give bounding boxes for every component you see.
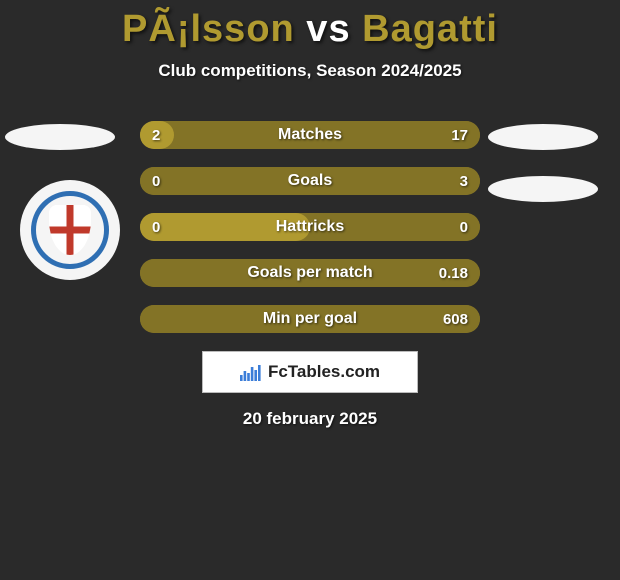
- comparison-card: PÃ¡lsson vs Bagatti Club competitions, S…: [0, 0, 620, 580]
- stat-value-left: 0: [152, 173, 160, 190]
- stat-label: Goals per match: [247, 264, 372, 282]
- stat-row: 2 Matches 17: [0, 121, 620, 149]
- stat-value-right: 17: [451, 127, 468, 144]
- subtitle: Club competitions, Season 2024/2025: [0, 61, 620, 81]
- stat-bar: Goals per match 0.18: [140, 259, 480, 287]
- stat-bar: 2 Matches 17: [140, 121, 480, 149]
- page-title: PÃ¡lsson vs Bagatti: [0, 0, 620, 51]
- stat-row: 0 Goals 3: [0, 167, 620, 195]
- stat-row: Min per goal 608: [0, 305, 620, 333]
- stat-value-right: 608: [443, 311, 468, 328]
- stat-label: Matches: [278, 126, 342, 144]
- card-date: 20 february 2025: [0, 409, 620, 429]
- stat-rows: 2 Matches 17 0 Goals 3 0 Hattricks 0 Goals per ma…: [0, 121, 620, 333]
- stat-value-right: 0.18: [439, 265, 468, 282]
- stat-row: 0 Hattricks 0: [0, 213, 620, 241]
- stat-label: Hattricks: [276, 218, 344, 236]
- stat-bar: 0 Hattricks 0: [140, 213, 480, 241]
- stat-row: Goals per match 0.18: [0, 259, 620, 287]
- stat-bar: 0 Goals 3: [140, 167, 480, 195]
- stat-label: Min per goal: [263, 310, 357, 328]
- brand-text: FcTables.com: [268, 362, 380, 382]
- stat-value-left: 0: [152, 219, 160, 236]
- stat-bar: Min per goal 608: [140, 305, 480, 333]
- brand-box[interactable]: FcTables.com: [202, 351, 418, 393]
- stat-value-right: 3: [460, 173, 468, 190]
- stat-label: Goals: [288, 172, 332, 190]
- bar-chart-icon: [240, 363, 262, 381]
- stat-value-left: 2: [152, 127, 160, 144]
- stat-value-right: 0: [460, 219, 468, 236]
